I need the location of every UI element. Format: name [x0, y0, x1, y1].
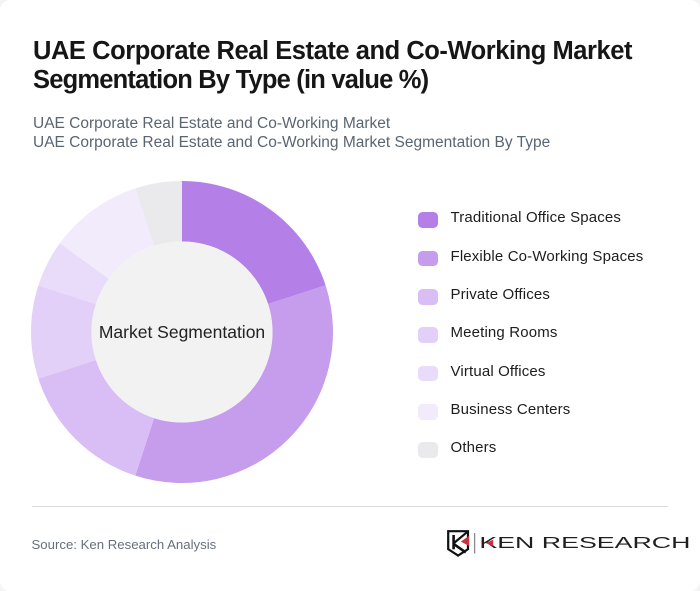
svg-text:KEN RESEARCH: KEN RESEARCH	[479, 535, 690, 552]
